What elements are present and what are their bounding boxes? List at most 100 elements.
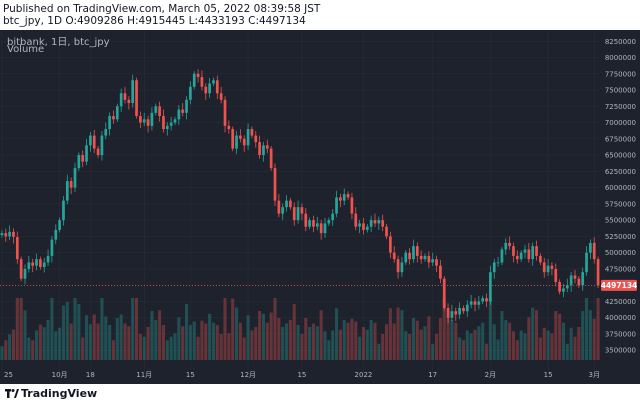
candle-body: [577, 278, 581, 286]
volume-bar: [65, 302, 69, 360]
volume-bar: [438, 318, 442, 360]
price-tick-label: 5250000: [605, 233, 636, 241]
volume-bar: [227, 333, 231, 360]
candle-body: [235, 135, 238, 149]
volume-bar: [388, 308, 392, 360]
volume-bar: [550, 333, 554, 360]
volume-bar: [104, 316, 108, 360]
candlestick-chart[interactable]: 8250000 8000000 7750000 7500000 7250000 70000…: [0, 30, 640, 384]
candle-body: [377, 220, 381, 224]
volume-bar: [535, 310, 539, 360]
candle-body: [12, 231, 15, 238]
candle-body: [435, 259, 438, 266]
candle-body: [346, 194, 350, 198]
volume-bar: [131, 298, 135, 360]
volume-bar: [54, 331, 58, 360]
time-tick-label: 15: [186, 371, 195, 379]
candle-body: [389, 236, 392, 253]
volume-bar: [269, 312, 273, 360]
candle-body: [108, 116, 111, 130]
candle-body: [54, 229, 58, 240]
candle-body: [581, 272, 585, 286]
volume-bar: [8, 334, 12, 360]
candle-body: [573, 275, 577, 279]
candle-body: [39, 259, 42, 267]
current-price-value: 4497134: [601, 281, 638, 290]
candle-body: [27, 262, 31, 269]
volume-bar: [235, 307, 239, 360]
volume-bar: [196, 336, 200, 360]
price-tick-label: 3500000: [605, 347, 636, 355]
price-chart-pane[interactable]: 8250000 8000000 7750000 7500000 7250000 70000…: [0, 30, 640, 384]
time-tick-label: 15: [297, 371, 306, 379]
candle-body: [519, 252, 523, 260]
volume-bar: [454, 322, 458, 360]
price-tick-label: 5500000: [605, 217, 636, 225]
volume-bar: [146, 327, 150, 360]
volume-bar: [208, 313, 212, 360]
volume-bar: [35, 330, 39, 360]
price-axis[interactable]: 8250000 8000000 7750000 7500000 7250000 70000…: [605, 38, 636, 355]
volume-bar: [154, 320, 158, 360]
candle-body: [296, 207, 300, 221]
volume-bar: [569, 327, 573, 360]
time-axis[interactable]: 25 10月 18 11月 15 12月 15 2022 17 2月 15 3月: [4, 371, 600, 379]
price-tick-label: 4000000: [605, 314, 636, 322]
volume-bar: [554, 311, 558, 360]
volume-bar: [311, 323, 315, 360]
price-tick-label: 6500000: [605, 152, 636, 160]
candle-body: [396, 259, 400, 273]
candle-body: [450, 311, 454, 318]
volume-bar: [188, 325, 192, 360]
candle-body: [535, 246, 538, 256]
candle-body: [173, 119, 177, 123]
volume-bar: [100, 298, 104, 360]
candle-body: [431, 259, 435, 263]
candle-body: [331, 213, 335, 221]
time-tick-label: 12月: [240, 371, 256, 379]
volume-legend[interactable]: Volume: [7, 44, 45, 55]
candle-body: [239, 135, 242, 139]
candle-body: [23, 268, 27, 279]
candle-body: [304, 213, 308, 227]
candle-body: [85, 145, 88, 162]
brand-name: TradingView: [21, 387, 98, 400]
price-tick-label: 7500000: [605, 87, 636, 95]
candle-body: [131, 80, 135, 104]
volume-bar: [354, 321, 358, 360]
price-tick-label: 7250000: [605, 103, 636, 111]
tradingview-logo[interactable]: TradingView: [5, 387, 97, 400]
symbol-legend[interactable]: bitbank, 1日, btc_jpy: [7, 37, 110, 48]
candle-body: [339, 197, 342, 201]
candle-body: [335, 197, 338, 214]
volume-bar: [461, 340, 465, 360]
volume-bar: [561, 322, 565, 360]
volume-bar: [377, 343, 381, 360]
candle-body: [358, 223, 361, 227]
volume-bar: [308, 327, 312, 360]
candle-body: [15, 237, 19, 260]
candle-body: [177, 109, 181, 120]
candle-body: [312, 220, 315, 227]
candle-body: [515, 255, 519, 260]
volume-bar: [515, 340, 519, 360]
candle-body: [473, 301, 477, 305]
volume-bar: [327, 340, 331, 360]
volume-bar: [404, 331, 408, 360]
volume-bar: [92, 314, 96, 360]
candle-body: [73, 168, 77, 188]
volume-bar: [335, 308, 339, 360]
candle-body: [100, 135, 104, 156]
volume-bar: [277, 318, 281, 360]
volume-bar: [119, 314, 123, 360]
candle-body: [269, 148, 273, 169]
candle-body: [19, 259, 23, 279]
volume-bar: [292, 304, 296, 360]
price-tick-label: 4250000: [605, 298, 636, 306]
price-tick-label: 8000000: [605, 54, 636, 62]
candle-body: [446, 307, 450, 318]
candle-body: [412, 246, 415, 260]
candle-body: [462, 307, 465, 312]
price-tick-label: 3750000: [605, 330, 636, 338]
candle-body: [62, 200, 65, 221]
